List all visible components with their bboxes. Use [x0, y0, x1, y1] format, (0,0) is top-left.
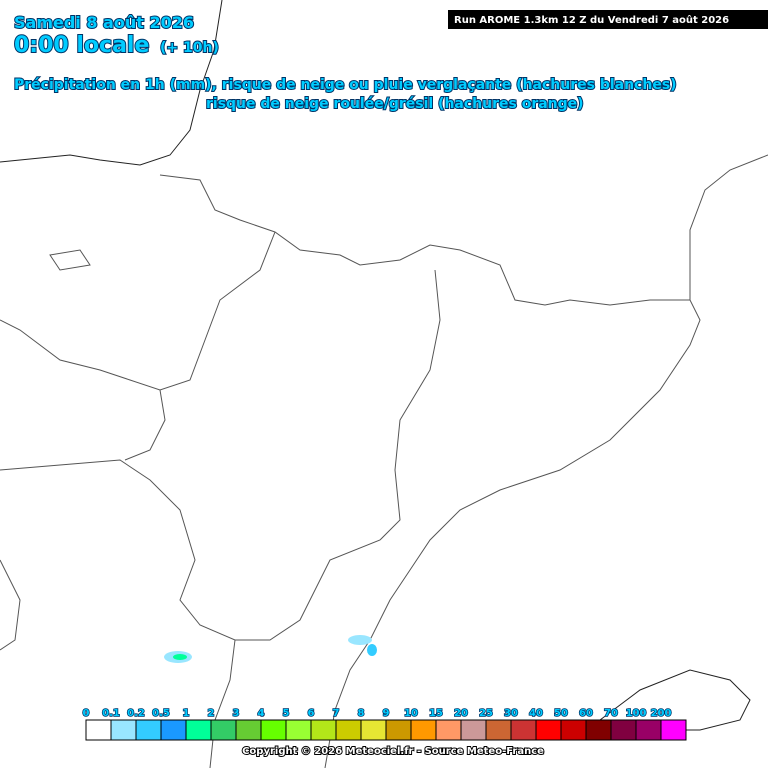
legend-swatch: [435, 719, 462, 741]
legend-swatch: [160, 719, 187, 741]
copyright: Copyright © 2026 Meteociel.fr - Source M…: [242, 746, 544, 757]
legend: 0 0.1 0.2 0.5 1 2 3 4 5 6 7 8 9 10 15 20 25 30 40 50 60 70 100…: [82, 707, 687, 741]
legend-label: 0.1: [102, 708, 120, 719]
legend-label: 0.5: [152, 708, 170, 719]
legend-swatch: [460, 719, 487, 741]
legend-swatch: [610, 719, 637, 741]
legend-swatch: [560, 719, 587, 741]
legend-swatch: [585, 719, 612, 741]
legend-label: 8: [358, 708, 365, 719]
legend-label: 20: [454, 708, 468, 719]
legend-swatch: [510, 719, 537, 741]
subtitle: risque de neige roulée/grésil (hachures …: [206, 96, 584, 112]
legend-label: 6: [308, 708, 315, 719]
legend-label: 0.2: [127, 708, 145, 719]
offset: (+ 10h): [160, 40, 219, 56]
legend-label: 50: [554, 708, 568, 719]
legend-label: 100: [626, 708, 647, 719]
legend-label: 40: [529, 708, 543, 719]
legend-swatch: [660, 719, 687, 741]
legend-swatch: [635, 719, 662, 741]
legend-label: 70: [604, 708, 618, 719]
legend-label: 5: [283, 708, 290, 719]
legend-swatch: [135, 719, 162, 741]
time: 0:00 locale: [14, 33, 149, 58]
legend-label: 2: [208, 708, 215, 719]
legend-swatch: [360, 719, 387, 741]
legend-label: 25: [479, 708, 493, 719]
legend-label: 10: [404, 708, 418, 719]
legend-swatch: [85, 719, 112, 741]
legend-swatch: [335, 719, 362, 741]
legend-label: 4: [258, 708, 265, 719]
legend-swatch: [110, 719, 137, 741]
legend-label: 1: [183, 708, 190, 719]
legend-swatch: [235, 719, 262, 741]
legend-swatch: [535, 719, 562, 741]
legend-label: 0: [83, 708, 90, 719]
run-label: Run AROME 1.3km 12 Z du Vendredi 7 août …: [454, 14, 729, 26]
legend-swatch: [385, 719, 412, 741]
subtitle: Précipitation en 1h (mm), risque de neig…: [14, 77, 677, 93]
legend-label: 7: [333, 708, 340, 719]
legend-swatch: [310, 719, 337, 741]
legend-label: 3: [233, 708, 240, 719]
legend-label: 60: [579, 708, 593, 719]
legend-swatch: [260, 719, 287, 741]
legend-swatch: [210, 719, 237, 741]
legend-label: 30: [504, 708, 518, 719]
legend-swatch: [185, 719, 212, 741]
legend-swatch: [285, 719, 312, 741]
legend-swatch: [410, 719, 437, 741]
legend-label: 9: [383, 708, 390, 719]
run-box: [448, 10, 768, 29]
legend-label: 15: [429, 708, 443, 719]
legend-label: 200: [651, 708, 672, 719]
date: Samedi 8 août 2026: [14, 13, 194, 32]
precipitation: [164, 635, 377, 663]
legend-swatch: [485, 719, 512, 741]
